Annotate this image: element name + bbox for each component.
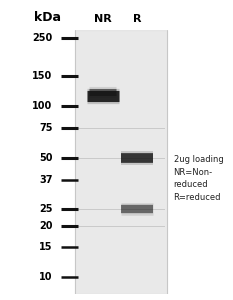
Text: 75: 75 xyxy=(39,123,53,133)
Text: 25: 25 xyxy=(39,204,53,214)
Text: 37: 37 xyxy=(39,175,53,185)
Text: 50: 50 xyxy=(39,153,53,163)
Text: 10: 10 xyxy=(39,272,53,282)
Text: 20: 20 xyxy=(39,221,53,231)
Text: 15: 15 xyxy=(39,242,53,252)
Text: 250: 250 xyxy=(32,33,53,43)
Text: NR: NR xyxy=(94,14,112,24)
Text: 100: 100 xyxy=(32,101,53,112)
Text: 150: 150 xyxy=(32,71,53,81)
Bar xyxy=(75,30,167,294)
Text: 2ug loading
NR=Non-
reduced
R=reduced: 2ug loading NR=Non- reduced R=reduced xyxy=(174,155,223,202)
Text: kDa: kDa xyxy=(34,11,62,24)
Text: R: R xyxy=(133,14,141,24)
